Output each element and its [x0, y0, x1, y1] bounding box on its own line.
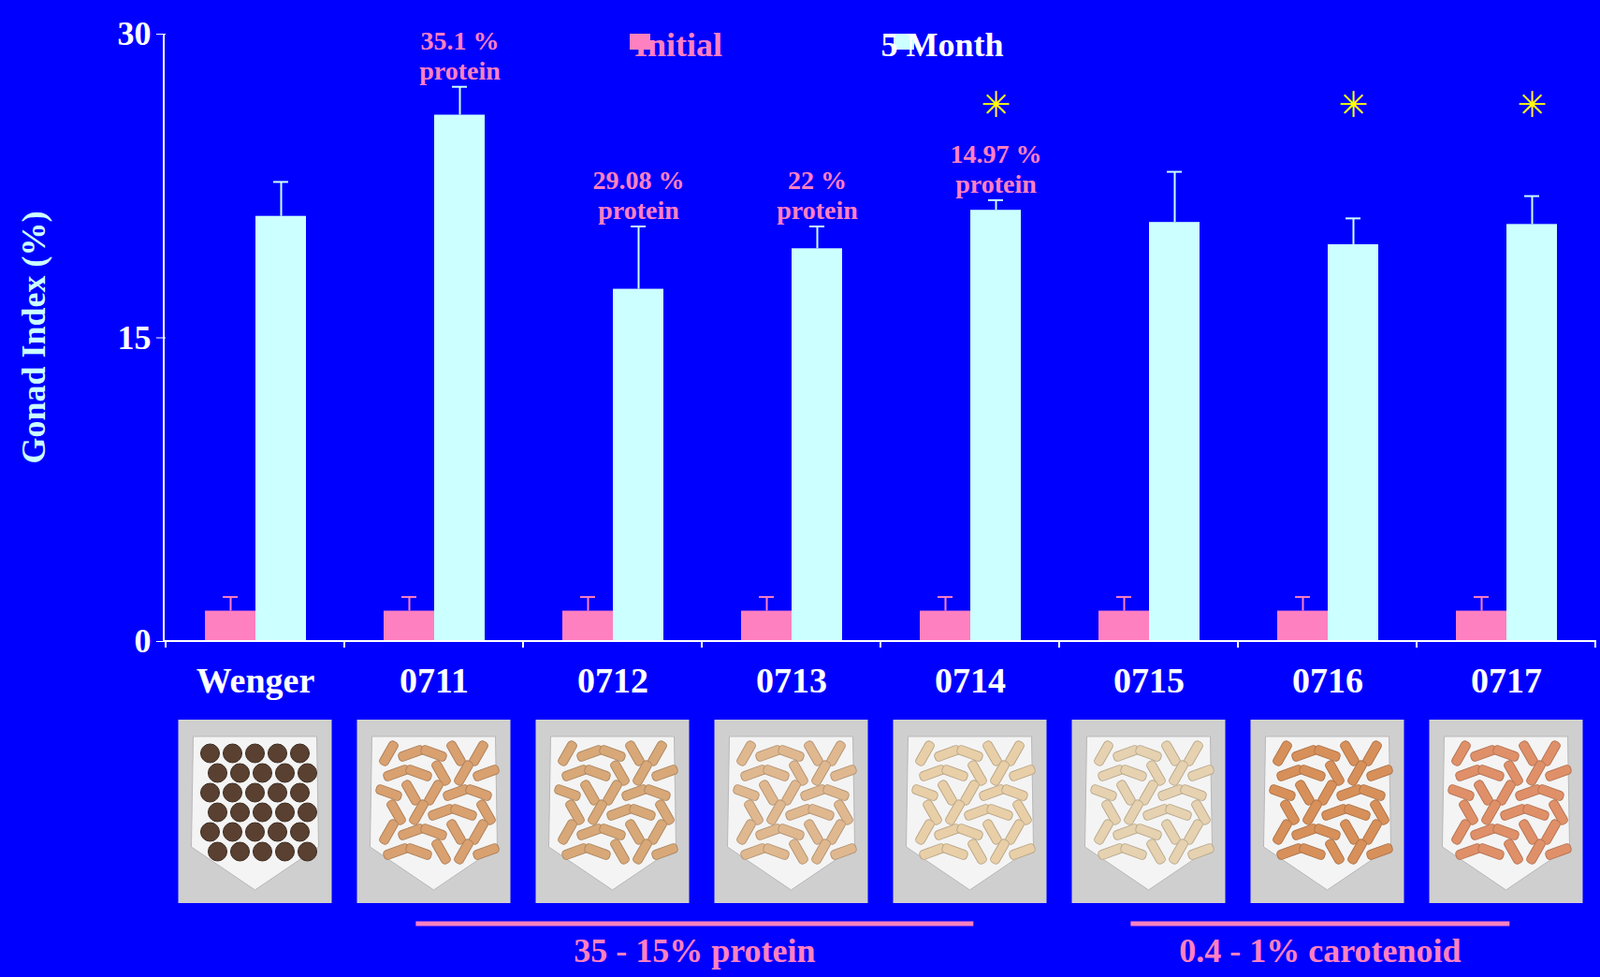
svg-text:✳: ✳ [1338, 84, 1369, 126]
svg-text:✳: ✳ [1517, 84, 1548, 126]
svg-text:14.97 %protein: 14.97 %protein [950, 139, 1043, 199]
svg-text:Wenger: Wenger [196, 660, 316, 700]
svg-text:✳: ✳ [981, 84, 1012, 126]
svg-text:0715: 0715 [1113, 660, 1185, 700]
svg-text:0.4 - 1% carotenoid: 0.4 - 1% carotenoid [1178, 931, 1461, 970]
svg-text:0712: 0712 [577, 660, 649, 700]
svg-text:30: 30 [117, 14, 152, 53]
svg-text:15: 15 [117, 319, 152, 357]
svg-text:0713: 0713 [756, 660, 828, 700]
svg-text:5 Month: 5 Month [880, 26, 1004, 64]
svg-text:0716: 0716 [1292, 660, 1364, 700]
svg-text:0: 0 [134, 622, 152, 660]
svg-text:35 - 15% protein: 35 - 15% protein [573, 931, 815, 970]
svg-text:0717: 0717 [1470, 660, 1542, 700]
svg-text:Gonad Index (%): Gonad Index (%) [14, 210, 53, 464]
svg-text:0714: 0714 [934, 660, 1006, 700]
svg-text:22 %protein: 22 %protein [776, 165, 859, 225]
svg-text:Initial: Initial [634, 26, 723, 64]
svg-text:29.08 %protein: 29.08 %protein [593, 165, 685, 225]
svg-text:35.1 %protein: 35.1 %protein [419, 26, 501, 86]
svg-text:0711: 0711 [399, 660, 469, 700]
